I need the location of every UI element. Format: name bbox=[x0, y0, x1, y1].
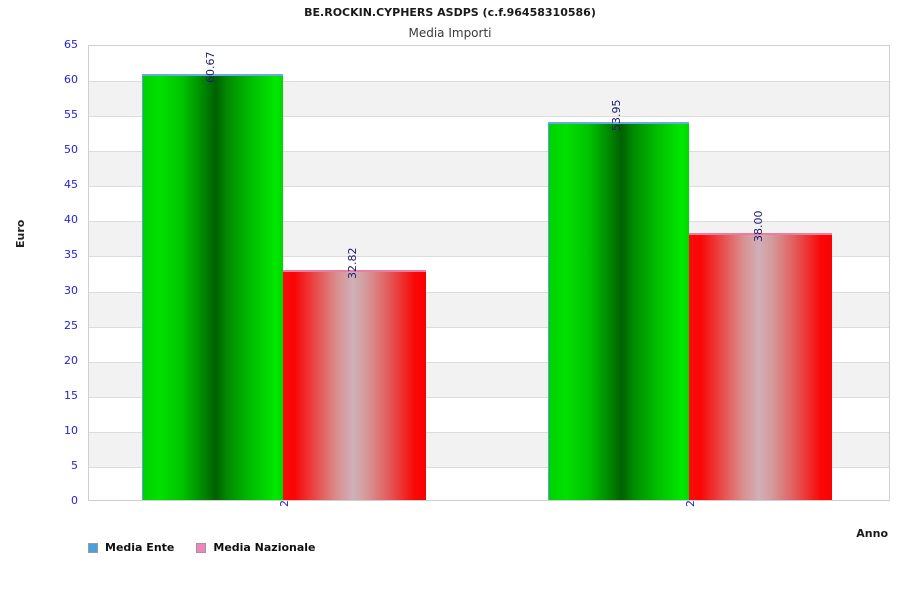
gridline bbox=[89, 362, 889, 363]
x-axis-label: Anno bbox=[856, 527, 888, 540]
legend-item[interactable]: Media Nazionale bbox=[196, 541, 316, 554]
y-axis-tick-label: 45 bbox=[64, 178, 78, 192]
y-axis-tick-label: 25 bbox=[64, 318, 78, 332]
bar-value-label: 38.00 bbox=[751, 210, 765, 243]
chart-legend: Media Ente Media Nazionale bbox=[88, 541, 316, 554]
y-axis-tick-label: 55 bbox=[64, 108, 78, 122]
legend-swatch-icon bbox=[196, 542, 207, 553]
bar-value-label: 32.82 bbox=[345, 247, 359, 279]
y-axis-tick-label: 0 bbox=[71, 494, 78, 507]
gridline bbox=[89, 221, 889, 222]
gridline bbox=[89, 467, 889, 468]
y-axis-tick-label: 20 bbox=[64, 353, 78, 367]
y-axis-tick-label: 35 bbox=[64, 248, 78, 262]
y-axis-tick-label: 5 bbox=[71, 458, 78, 472]
bar-value-label: 60.67 bbox=[203, 51, 217, 84]
gridline bbox=[89, 256, 889, 257]
chart-subtitle: Media Importi bbox=[408, 26, 492, 40]
gridline bbox=[89, 292, 889, 293]
y-axis-tick-label: 40 bbox=[64, 213, 78, 227]
y-axis-tick-label: 60 bbox=[64, 73, 78, 87]
legend-label: Media Ente bbox=[105, 541, 175, 554]
y-axis-tick-label: 15 bbox=[64, 388, 78, 402]
y-axis-tick-label: 65 bbox=[64, 38, 78, 51]
legend-item[interactable]: Media Ente bbox=[88, 541, 174, 554]
gridline bbox=[89, 397, 889, 398]
gridline bbox=[89, 327, 889, 328]
bar-2023-media-ente[interactable] bbox=[142, 74, 283, 500]
gridline bbox=[89, 186, 889, 187]
gridline bbox=[89, 432, 889, 433]
y-axis-tick-label: 10 bbox=[64, 423, 78, 437]
gridline bbox=[89, 151, 889, 152]
legend-label: Media Nazionale bbox=[213, 541, 316, 554]
bar-value-label: 53.95 bbox=[609, 99, 623, 131]
gridline bbox=[89, 81, 889, 82]
y-axis-tick-label: 50 bbox=[64, 143, 78, 157]
y-axis-tick-label: 30 bbox=[64, 283, 78, 297]
bar-2023-media-nazionale[interactable] bbox=[283, 269, 426, 500]
legend-swatch-icon bbox=[88, 542, 98, 553]
bar-2024-media-nazionale[interactable] bbox=[689, 233, 832, 500]
gridline bbox=[89, 116, 889, 117]
bar-2024-media-ente[interactable] bbox=[548, 121, 689, 500]
plot-area bbox=[88, 45, 890, 501]
chart-title: BE.ROCKIN.CYPHERS ASDPS (c.f.96458310586… bbox=[304, 6, 596, 19]
